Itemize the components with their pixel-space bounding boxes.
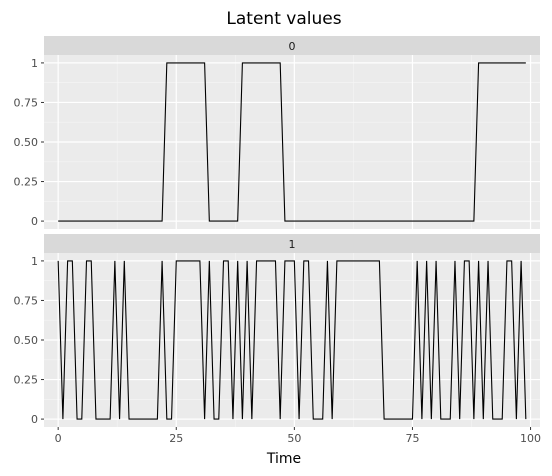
- y-tick-label: 0.25: [14, 374, 39, 387]
- facet-strip-1: [44, 234, 540, 253]
- y-tick-label: 0.50: [14, 334, 39, 347]
- facet-strip-0: [44, 36, 540, 55]
- y-tick-label: 0.50: [14, 136, 39, 149]
- series-line-0: [58, 62, 526, 222]
- facet-strip-label-1: 1: [289, 238, 296, 251]
- y-tick-label: 1: [31, 255, 38, 268]
- y-tick-label: 0.25: [14, 176, 39, 189]
- x-tick-label: 75: [405, 432, 419, 445]
- series-line-1: [57, 260, 527, 420]
- y-tick-label: 1: [31, 57, 38, 70]
- y-tick-label: 0.75: [14, 96, 39, 109]
- y-axis-0: 0 0.25 0.50 0.75 1: [14, 57, 44, 228]
- chart-title: Latent values: [226, 9, 341, 29]
- x-tick-label: 0: [55, 432, 62, 445]
- gridlines-1: [44, 253, 540, 427]
- x-tick-label: 100: [520, 432, 541, 445]
- y-tick-label: 0: [31, 215, 38, 228]
- x-tick-label: 50: [287, 432, 301, 445]
- y-axis-1: 0 0.25 0.50 0.75 1: [14, 255, 44, 426]
- facet-panel-0: 0 0 0.25 0.50 0.75 1: [14, 36, 540, 229]
- x-axis-title: Time: [266, 451, 301, 467]
- x-tick-label: 25: [169, 432, 183, 445]
- facet-panel-1: 1 0 0.25 0.50 0.75 1: [14, 234, 540, 427]
- x-axis: 0 25 50 75 100: [55, 427, 541, 445]
- y-tick-label: 0: [31, 413, 38, 426]
- facet-strip-label-0: 0: [289, 40, 296, 53]
- y-tick-label: 0.75: [14, 294, 39, 307]
